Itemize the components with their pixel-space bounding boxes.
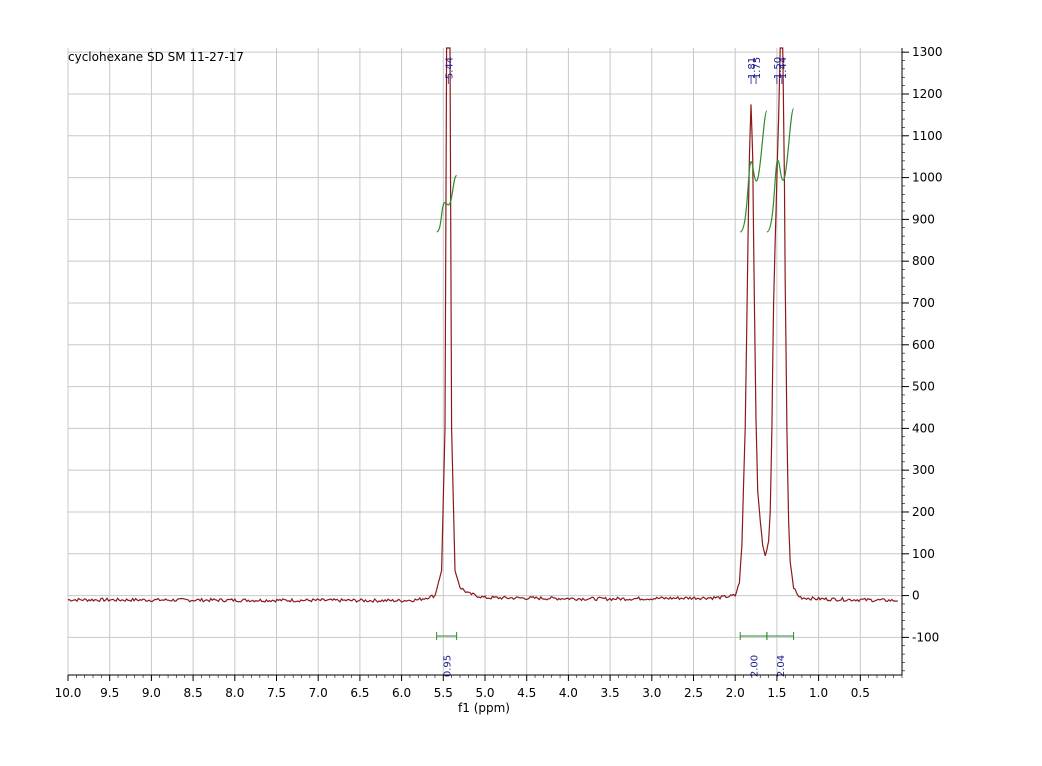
peak-shift-label: 1.44 — [778, 57, 789, 79]
y-tick-label: 800 — [912, 254, 935, 268]
integral-layer: 0.95 2.00 2.04 — [436, 108, 795, 677]
x-tick-label: 6.5 — [350, 686, 369, 700]
axis-layer: 10.0 9.5 9.0 8.5 8.0 7.5 7.0 6.5 6.0 5.5 5.0 4.5 4.0… — [55, 45, 943, 700]
x-tick-label: 3.0 — [642, 686, 661, 700]
y-tick-label: 900 — [912, 212, 935, 226]
y-tick-label: 300 — [912, 463, 935, 477]
integral-value-label: 0.95 — [443, 655, 454, 677]
y-tick-label: 0 — [912, 589, 920, 603]
x-tick-label: 8.5 — [184, 686, 203, 700]
x-tick-label: 6.0 — [392, 686, 411, 700]
peak-shift-label: 5.44 — [444, 57, 455, 79]
integral-curve — [739, 110, 768, 233]
spectrum-layer — [67, 47, 899, 603]
y-tick-label: 500 — [912, 380, 935, 394]
y-tick-label: 700 — [912, 296, 935, 310]
y-tick-label: 1200 — [912, 87, 943, 101]
x-tick-label: 5.5 — [434, 686, 453, 700]
x-tick-label: 8.0 — [225, 686, 244, 700]
x-tick-label: 3.5 — [601, 686, 620, 700]
x-tick-label: 4.5 — [517, 686, 536, 700]
chart-title: cyclohexane SD SM 11-27-17 — [68, 50, 244, 64]
x-tick-label: 7.0 — [309, 686, 328, 700]
y-tick-label: -100 — [912, 630, 939, 644]
y-tick-label: 1100 — [912, 129, 943, 143]
y-tick-label: 1300 — [912, 45, 943, 59]
peak-shift-label: 1.75 — [752, 57, 763, 79]
peak-shift-label: 1.50 — [773, 57, 784, 79]
y-tick-label: 1000 — [912, 171, 943, 185]
y-tick-label: 600 — [912, 338, 935, 352]
x-tick-label: 9.5 — [100, 686, 119, 700]
integral-value-label: 2.04 — [776, 655, 787, 677]
integral-curve — [436, 174, 458, 233]
x-tick-label: 9.0 — [142, 686, 161, 700]
x-tick-label: 2.0 — [726, 686, 745, 700]
y-tick-label: 100 — [912, 547, 935, 561]
integral-curve — [766, 108, 795, 233]
peak-label-layer: 5.44 1.811.75 1.501.44 — [444, 57, 789, 84]
x-tick-label: 10.0 — [55, 686, 82, 700]
x-axis-label: f1 (ppm) — [458, 701, 510, 715]
spectrum-trace — [67, 47, 899, 603]
y-tick-label: 400 — [912, 421, 935, 435]
x-tick-label: 4.0 — [559, 686, 578, 700]
x-tick-label: 7.5 — [267, 686, 286, 700]
x-tick-label: 1.5 — [767, 686, 786, 700]
x-tick-label: 2.5 — [684, 686, 703, 700]
x-tick-label: 1.0 — [809, 686, 828, 700]
peak-shift-label: 1.81 — [747, 57, 758, 79]
grid-layer — [67, 48, 902, 675]
x-tick-label: 0.5 — [851, 686, 870, 700]
x-tick-label: 5.0 — [475, 686, 494, 700]
integral-value-label: 2.00 — [750, 655, 761, 677]
y-tick-label: 200 — [912, 505, 935, 519]
